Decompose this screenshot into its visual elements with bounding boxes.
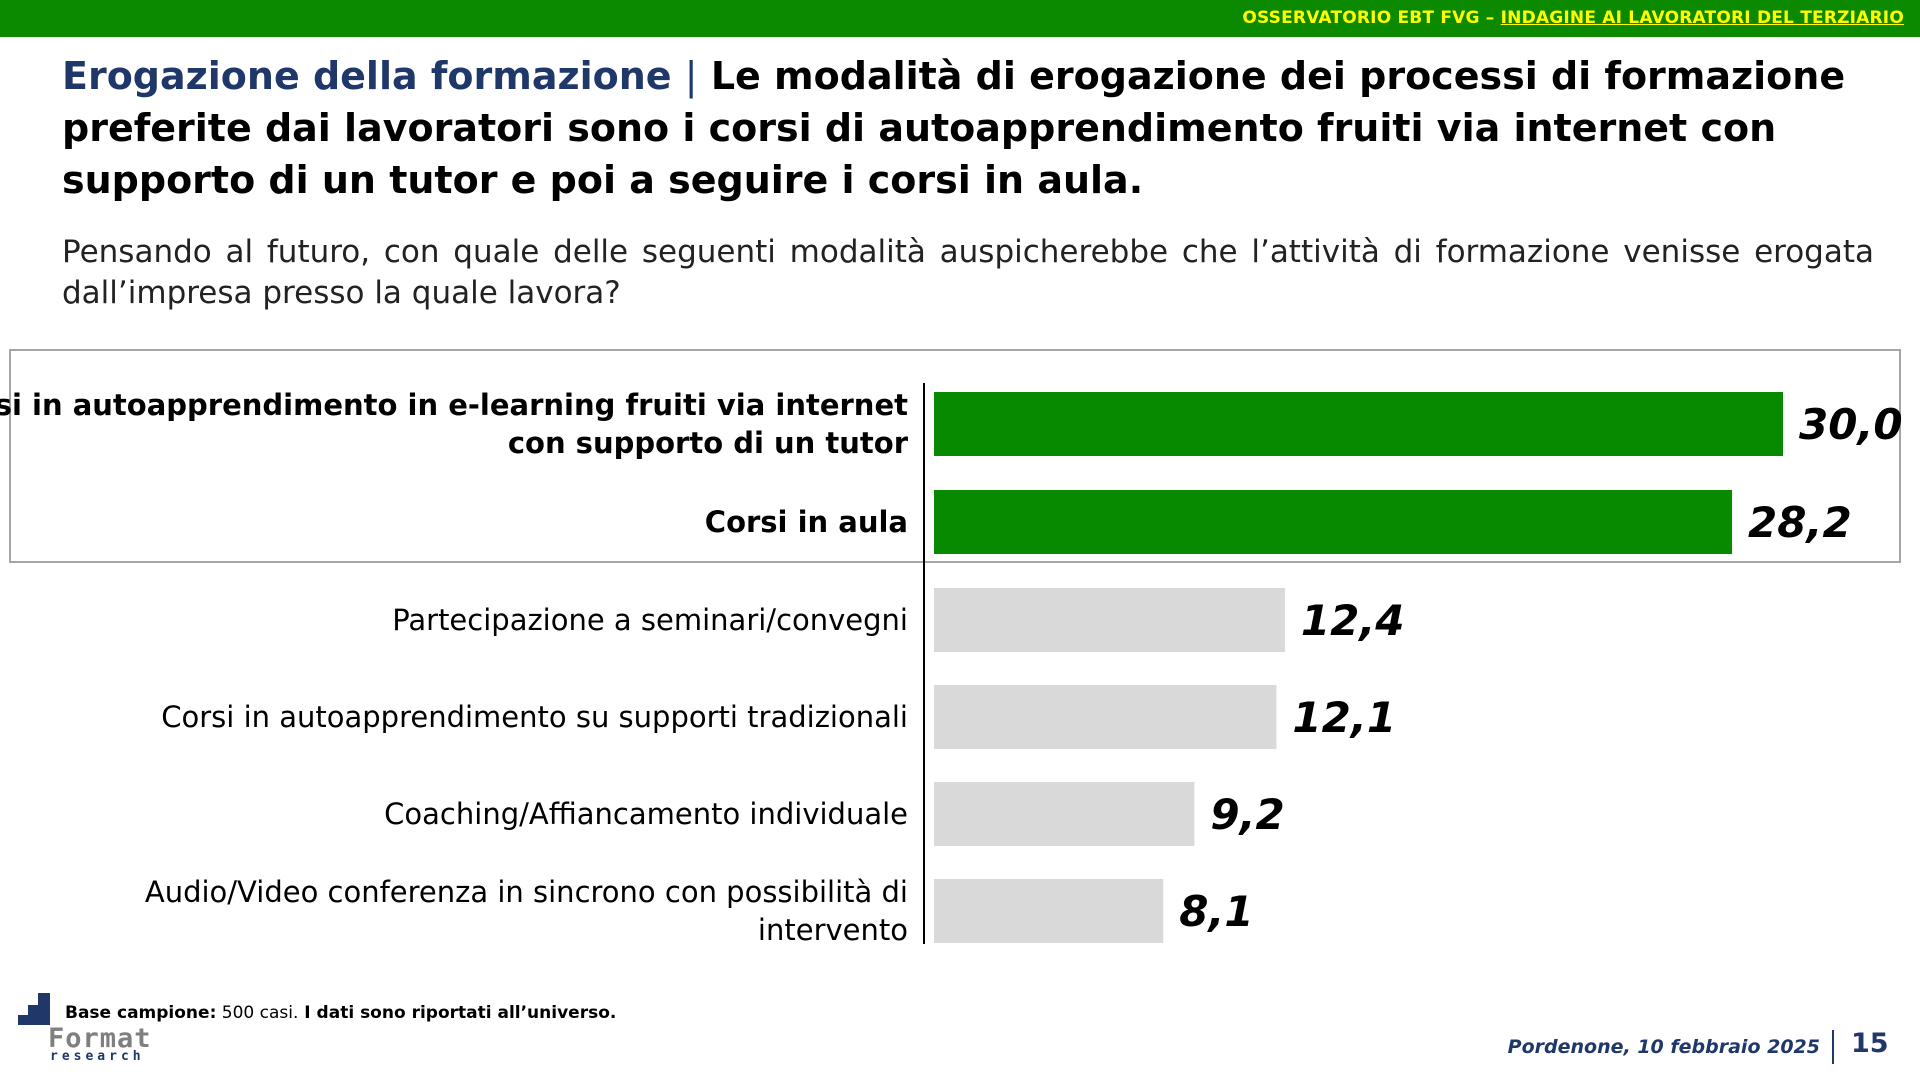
- category-label-2: Corsi in aula: [705, 505, 908, 539]
- category-label-5: Coaching/Affiancamento individuale: [384, 797, 908, 831]
- value-label-3: 12,4: [1301, 596, 1405, 645]
- title-separator: |: [684, 54, 698, 98]
- category-label-4: Corsi in autoapprendimento su supporti t…: [161, 700, 908, 734]
- header-text: OSSERVATORIO EBT FVG – INDAGINE AI LAVOR…: [1242, 8, 1904, 28]
- bar-6: [934, 879, 1164, 943]
- page-separator: [1832, 1030, 1834, 1064]
- page-number: 15: [1851, 1028, 1889, 1059]
- value-label-6: 8,1: [1179, 887, 1253, 936]
- bar-3: [934, 588, 1285, 652]
- category-label-1-line-2: con supporto di un tutor: [508, 426, 909, 460]
- title-section: Erogazione della formazione: [62, 54, 672, 98]
- header-survey-label: INDAGINE AI LAVORATORI DEL TERZIARIO: [1500, 8, 1904, 28]
- logo-subtitle: research: [50, 1049, 145, 1064]
- value-label-2: 28,2: [1748, 498, 1852, 547]
- bar-1: [934, 392, 1783, 456]
- logo-steps-icon: [18, 993, 50, 1025]
- sample-base-note: Base campione: 500 casi. I dati sono rip…: [65, 1003, 616, 1023]
- bar-5: [934, 782, 1195, 846]
- base-note: I dati sono riportati all’universo.: [298, 1003, 617, 1023]
- presentation-date: Pordenone, 10 febbraio 2025: [1507, 1036, 1820, 1058]
- title-text: Le modalità di erogazione dei processi d…: [62, 54, 1846, 202]
- category-label-6-line-2: intervento: [758, 913, 908, 947]
- format-research-logo: Format research: [14, 991, 184, 1064]
- category-label-1-line-1: Corsi in autoapprendimento in e-learning…: [0, 388, 908, 422]
- value-label-4: 12,1: [1292, 693, 1396, 742]
- slide-title: Erogazione della formazione | Le modalit…: [62, 50, 1872, 206]
- value-label-5: 9,2: [1210, 790, 1284, 839]
- highlight-frame: [9, 349, 1901, 563]
- category-label-6-line-1: Audio/Video conferenza in sincrono con p…: [145, 875, 908, 909]
- header-org-label: OSSERVATORIO EBT FVG –: [1242, 8, 1501, 28]
- category-label-3: Partecipazione a seminari/convegni: [392, 603, 908, 637]
- base-value: 500 casi.: [216, 1003, 299, 1023]
- base-label: Base campione:: [65, 1003, 217, 1023]
- bar-4: [934, 685, 1277, 749]
- header-bar: OSSERVATORIO EBT FVG – INDAGINE AI LAVOR…: [0, 0, 1920, 37]
- bar-2: [934, 490, 1733, 554]
- survey-question: Pensando al futuro, con quale delle segu…: [62, 234, 1874, 311]
- logo-name: Format: [48, 1023, 152, 1054]
- value-label-1: 30,0: [1799, 400, 1903, 449]
